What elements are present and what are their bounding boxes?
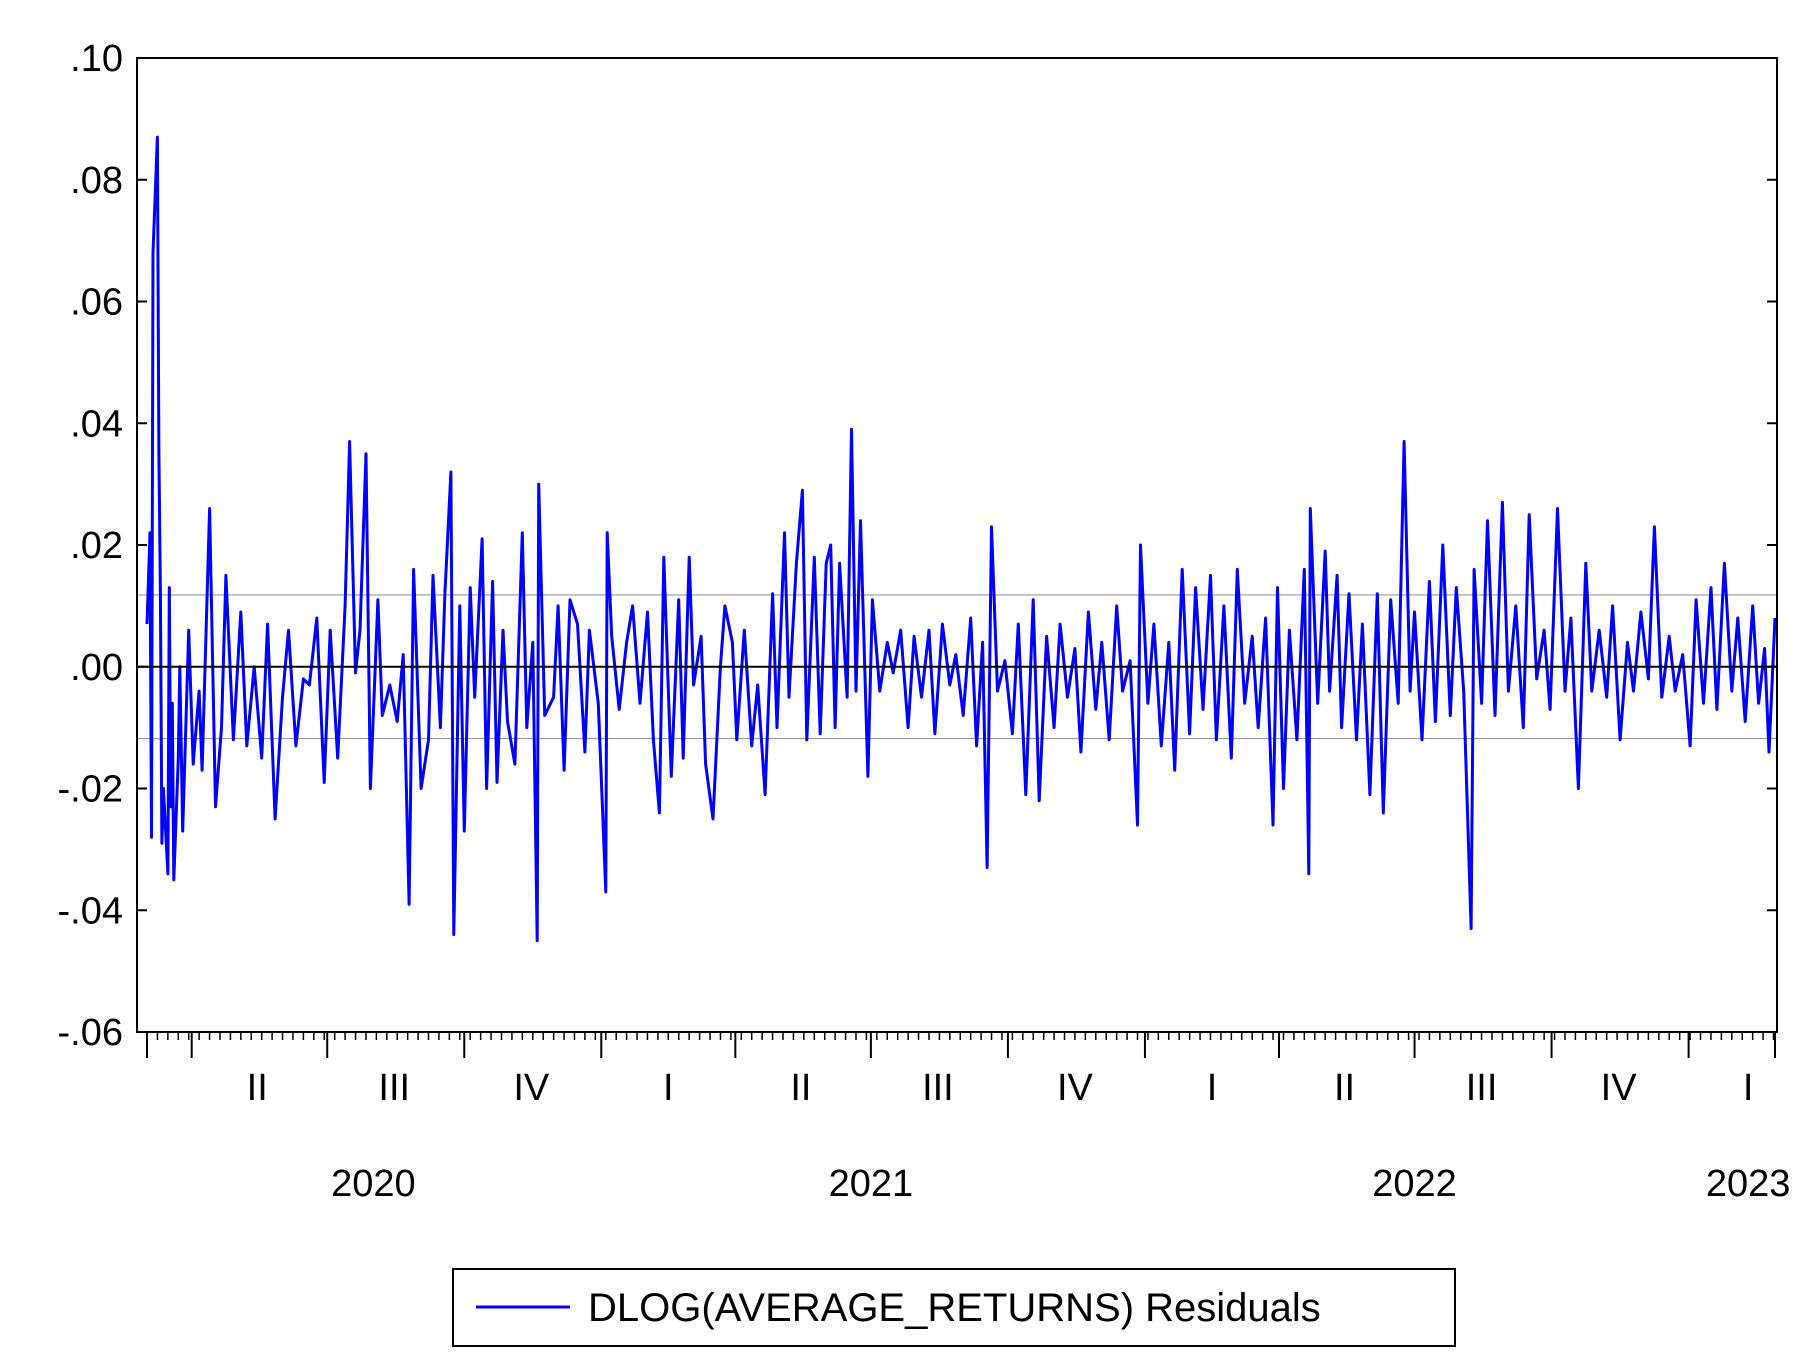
y-tick-label: .10 xyxy=(70,38,123,80)
quarter-label: III xyxy=(922,1067,954,1109)
y-tick-label: .00 xyxy=(70,647,123,689)
y-tick-label: -.02 xyxy=(58,769,123,811)
y-tick-label: .04 xyxy=(70,403,123,445)
quarter-label: III xyxy=(1466,1067,1498,1109)
legend-box xyxy=(452,1268,1456,1347)
y-tick-label: .06 xyxy=(70,282,123,324)
legend-label: DLOG(AVERAGE_RETURNS) Residuals xyxy=(588,1286,1321,1330)
y-tick-label: -.04 xyxy=(58,890,123,932)
y-tick-label: -.06 xyxy=(58,1012,123,1054)
series-line xyxy=(145,135,1777,943)
quarter-label: IV xyxy=(1601,1067,1638,1109)
y-tick-label: .02 xyxy=(70,525,123,567)
quarter-label: IV xyxy=(513,1067,550,1109)
quarter-label: II xyxy=(247,1067,268,1109)
quarter-label: II xyxy=(1334,1067,1355,1109)
y-axis: .10 .08 .06 .04 .02 .00 -.02 -.04 -.06 xyxy=(58,38,1777,1054)
quarter-label: I xyxy=(1743,1067,1754,1109)
quarter-label: III xyxy=(378,1067,410,1109)
year-label: 2020 xyxy=(331,1163,416,1205)
y-tick-label: .08 xyxy=(70,160,123,202)
quarter-label: IV xyxy=(1057,1067,1094,1109)
legend: DLOG(AVERAGE_RETURNS) Residuals xyxy=(452,1268,1456,1347)
year-label: 2022 xyxy=(1372,1163,1457,1205)
year-label: 2021 xyxy=(829,1163,914,1205)
quarter-label: I xyxy=(663,1067,674,1109)
year-label: 2023 xyxy=(1706,1163,1791,1205)
quarter-label: I xyxy=(1207,1067,1218,1109)
quarter-label: II xyxy=(790,1067,811,1109)
series-layer xyxy=(137,135,1777,943)
